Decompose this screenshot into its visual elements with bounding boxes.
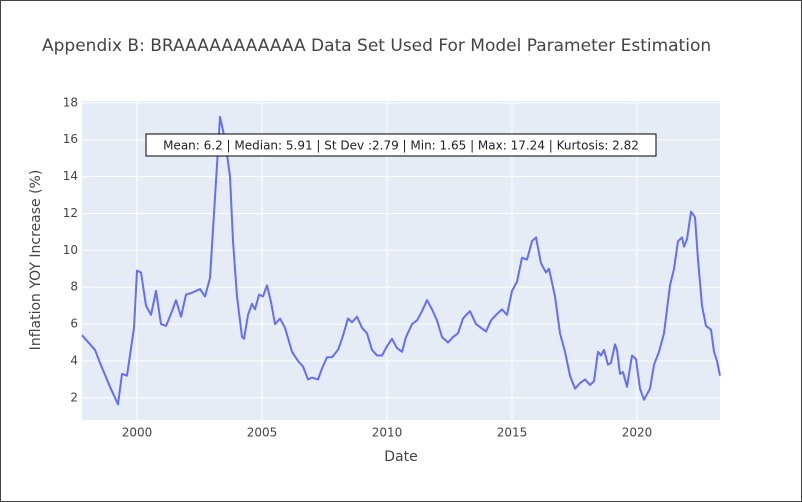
y-tick-label: 10 bbox=[63, 243, 78, 257]
chart-title: Appendix B: BRAAAAAAAAAAA Data Set Used … bbox=[42, 36, 711, 56]
y-tick-label: 2 bbox=[70, 390, 78, 404]
data-line bbox=[81, 115, 721, 406]
x-axis-title: Date bbox=[384, 449, 417, 465]
x-tick-label: 2000 bbox=[122, 426, 153, 440]
y-tick-label: 16 bbox=[63, 132, 78, 146]
y-axis-title: Inflation YOY Increase (%) bbox=[28, 170, 44, 351]
annotation-box bbox=[145, 133, 657, 157]
y-tick-label: 6 bbox=[70, 317, 78, 331]
y-tick-label: 18 bbox=[63, 95, 78, 109]
x-tick-label: 2020 bbox=[622, 426, 653, 440]
y-tick-label: 8 bbox=[70, 280, 78, 294]
x-tick-label: 2005 bbox=[247, 426, 278, 440]
y-tick-label: 14 bbox=[63, 169, 78, 183]
x-tick-label: 2015 bbox=[497, 426, 528, 440]
y-tick-label: 12 bbox=[63, 206, 78, 220]
y-tick-label: 4 bbox=[70, 353, 78, 367]
annotation: Mean: 6.2 | Median: 5.91 | St Dev :2.79 … bbox=[163, 139, 639, 153]
x-tick-label: 2010 bbox=[372, 426, 403, 440]
